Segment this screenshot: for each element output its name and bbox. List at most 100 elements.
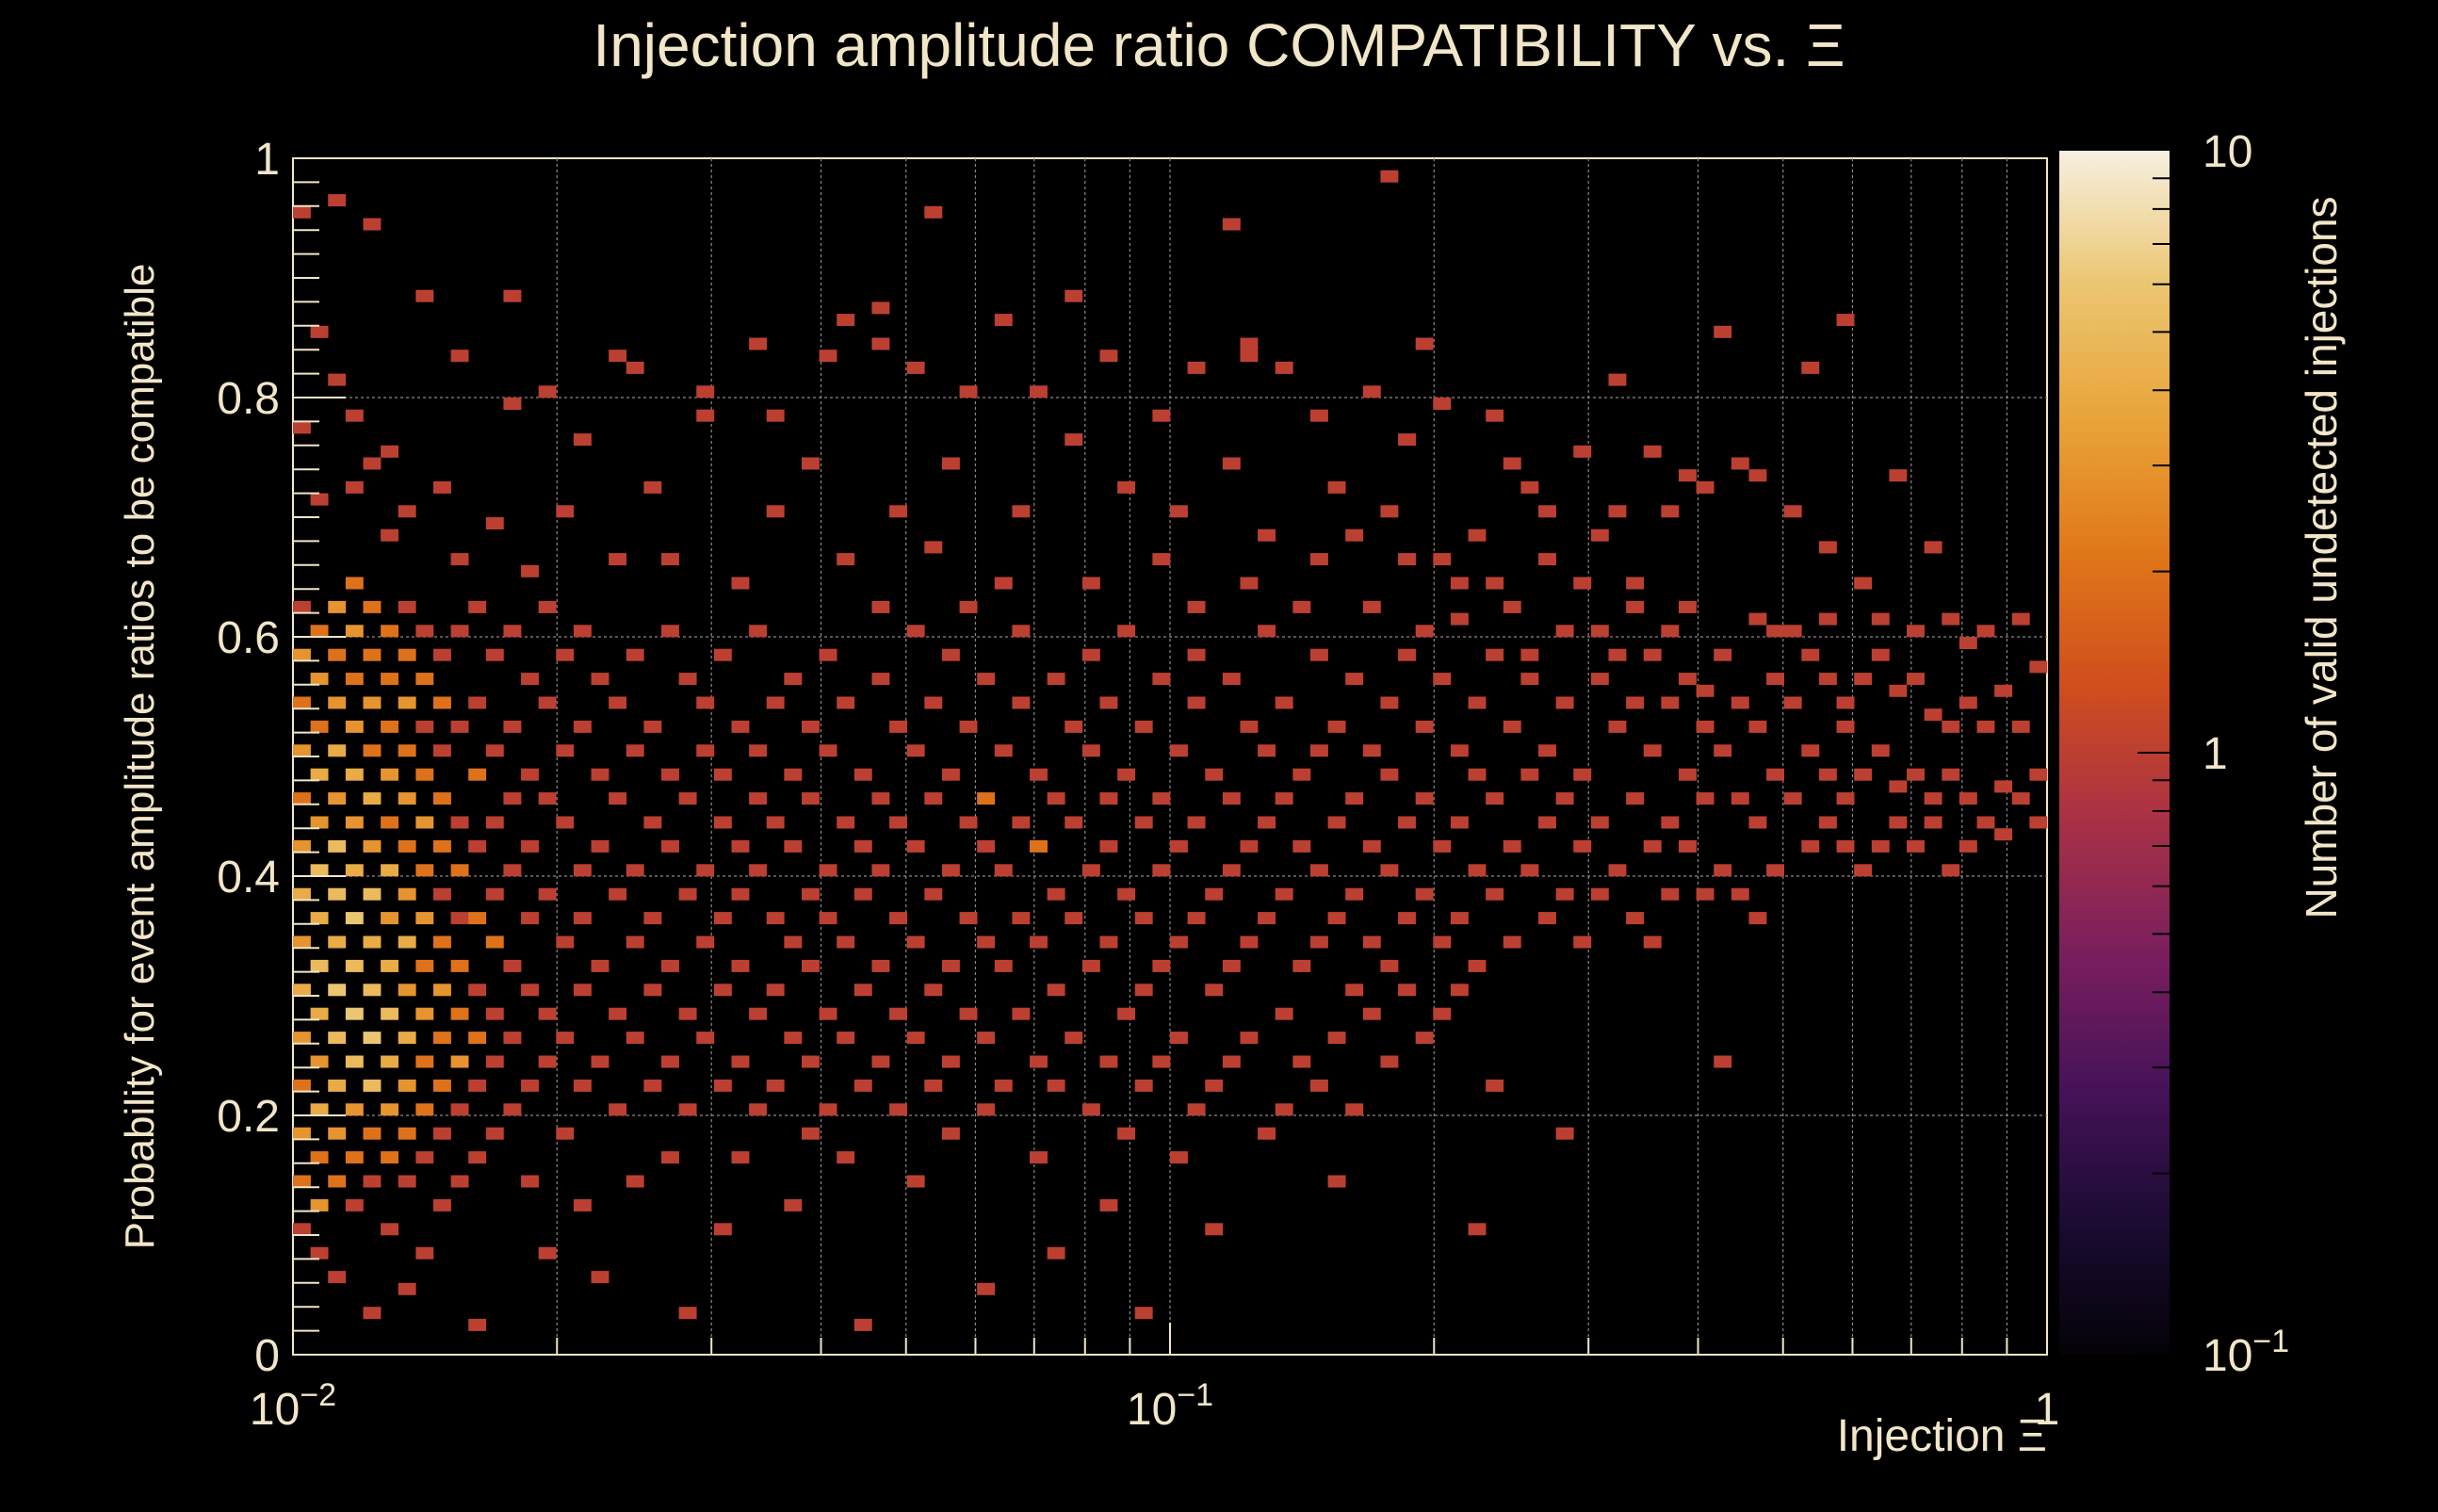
heatmap-cell xyxy=(1573,839,1592,853)
heatmap-cell xyxy=(1398,648,1416,661)
heatmap-cell xyxy=(310,625,329,638)
heatmap-cell xyxy=(293,984,311,997)
heatmap-cell xyxy=(415,864,434,877)
heatmap-cell xyxy=(1240,350,1259,363)
heatmap-cell xyxy=(837,935,855,949)
heatmap-cell xyxy=(1783,505,1802,518)
heatmap-cell xyxy=(889,1103,907,1116)
y-axis: 0 0.2 0.4 0.6 0.8 1 xyxy=(217,135,346,1381)
heatmap-cell xyxy=(363,1032,382,1045)
heatmap-cell xyxy=(643,912,662,925)
heatmap-cells xyxy=(293,170,2048,1331)
heatmap-cell xyxy=(661,1055,679,1068)
heatmap-cell xyxy=(1065,433,1083,447)
heatmap-cell xyxy=(1661,505,1680,518)
heatmap-cell xyxy=(1907,673,1925,686)
heatmap-cell xyxy=(345,1007,364,1020)
heatmap-cell xyxy=(293,421,311,434)
heatmap-cell xyxy=(784,673,803,686)
heatmap-cell xyxy=(556,816,575,829)
heatmap-cell xyxy=(591,1271,610,1284)
heatmap-cell xyxy=(556,648,575,661)
heatmap-cell xyxy=(1012,1007,1031,1020)
heatmap-cell xyxy=(1766,864,1784,877)
heatmap-cell xyxy=(432,792,451,805)
heatmap-cell xyxy=(556,505,575,518)
heatmap-cell xyxy=(871,864,890,877)
heatmap-cell xyxy=(1608,505,1627,518)
heatmap-cell xyxy=(1065,912,1083,925)
heatmap-cell xyxy=(1783,696,1802,709)
heatmap-cell xyxy=(328,1127,347,1140)
heatmap-cell xyxy=(713,816,732,829)
heatmap-cell xyxy=(432,744,451,757)
heatmap-cell xyxy=(538,385,557,398)
heatmap-cell xyxy=(1170,744,1188,757)
heatmap-cell xyxy=(1486,792,1504,805)
heatmap-cell xyxy=(1012,816,1031,829)
y-tick-label: 0.4 xyxy=(217,853,280,902)
heatmap-cell xyxy=(1205,1079,1224,1092)
heatmap-cell xyxy=(398,984,416,997)
heatmap-cell xyxy=(521,984,539,997)
heatmap-cell xyxy=(731,959,750,972)
heatmap-cell xyxy=(1486,1079,1504,1092)
heatmap-cell xyxy=(1626,912,1645,925)
heatmap-cell xyxy=(485,816,504,829)
heatmap-cell xyxy=(1468,864,1487,877)
heatmap-cell xyxy=(1152,959,1171,972)
heatmap-cell xyxy=(1327,480,1346,494)
heatmap-cell xyxy=(889,912,907,925)
x-tick-label: 1 xyxy=(2035,1385,2060,1435)
heatmap-cell xyxy=(1871,839,1890,853)
heatmap-cell xyxy=(1134,1079,1153,1092)
heatmap-cell xyxy=(363,648,382,661)
heatmap-cell xyxy=(503,864,522,877)
heatmap-cell xyxy=(345,409,364,422)
heatmap-cell xyxy=(1240,935,1259,949)
heatmap-cell xyxy=(924,984,943,997)
heatmap-cell xyxy=(1398,984,1416,997)
heatmap-cell xyxy=(328,373,347,386)
heatmap-cell xyxy=(450,1055,469,1068)
heatmap-cell xyxy=(819,648,837,661)
heatmap-cell xyxy=(310,1055,329,1068)
heatmap-cell xyxy=(363,1307,382,1320)
heatmap-cell xyxy=(1608,373,1627,386)
heatmap-cell xyxy=(310,673,329,686)
heatmap-cell xyxy=(556,1127,575,1140)
heatmap-cell xyxy=(432,648,451,661)
heatmap-cell xyxy=(1258,744,1276,757)
heatmap-cell xyxy=(468,768,487,781)
heatmap-cell xyxy=(1117,625,1136,638)
heatmap-cell xyxy=(994,959,1013,972)
heatmap-cell xyxy=(801,887,820,901)
heatmap-cell xyxy=(468,1318,487,1331)
heatmap-cell xyxy=(556,1032,575,1045)
heatmap-cell xyxy=(1661,625,1680,638)
heatmap-cell xyxy=(1240,720,1259,733)
heatmap-cell xyxy=(977,673,996,686)
heatmap-cell xyxy=(713,768,732,781)
heatmap-cell xyxy=(363,1079,382,1092)
colorbar-label: Number of valid undetected injections xyxy=(2297,196,2346,919)
heatmap-cell xyxy=(1099,1198,1118,1211)
heatmap-cell xyxy=(310,720,329,733)
heatmap-cell xyxy=(328,1271,347,1284)
heatmap-cell xyxy=(1099,696,1118,709)
heatmap-cell xyxy=(1380,170,1399,183)
heatmap-cell xyxy=(1678,600,1697,613)
heatmap-cell xyxy=(1362,600,1381,613)
heatmap-cell xyxy=(503,625,522,638)
heatmap-cell xyxy=(1555,625,1574,638)
heatmap-cell xyxy=(1678,768,1697,781)
heatmap-cell xyxy=(1117,480,1136,494)
heatmap-cell xyxy=(538,600,557,613)
heatmap-cell xyxy=(432,1198,451,1211)
heatmap-cell xyxy=(1942,612,1960,626)
heatmap-cell xyxy=(1134,912,1153,925)
heatmap-cell xyxy=(591,839,610,853)
heatmap-cell xyxy=(345,577,364,590)
heatmap-cell xyxy=(609,350,627,363)
heatmap-cell xyxy=(468,839,487,853)
